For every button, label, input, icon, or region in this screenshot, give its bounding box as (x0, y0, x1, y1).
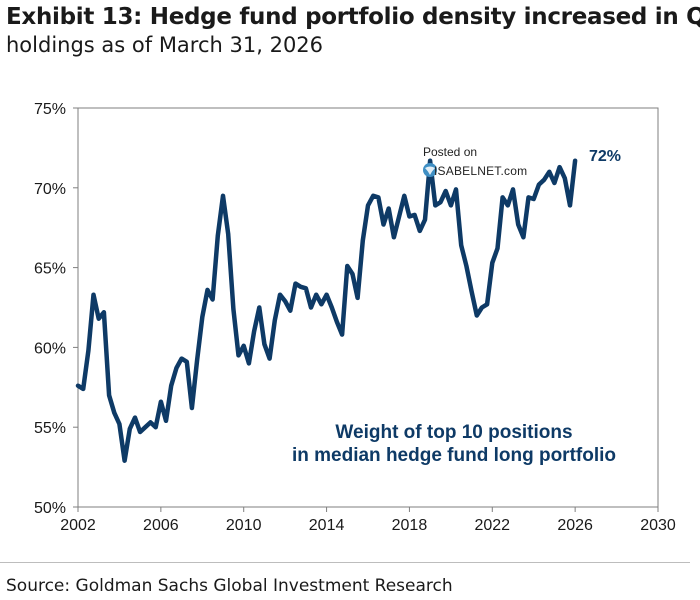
watermark-posted-on: Posted on (423, 145, 478, 159)
series-annotation: Weight of top 10 positions in median hed… (284, 421, 624, 467)
chart-title: Exhibit 13: Hedge fund portfolio density… (6, 4, 700, 30)
source-note: Source: Goldman Sachs Global Investment … (6, 576, 453, 596)
y-tick-label: 55% (34, 420, 66, 437)
source-divider (0, 562, 690, 563)
series-annotation-line2: in median hedge fund long portfolio (291, 445, 617, 466)
series-annotation-line1: Weight of top 10 positions (335, 422, 573, 443)
watermark-site: ISABELNET.com (434, 164, 528, 178)
x-tick-label: 2026 (557, 517, 593, 534)
x-tick-label: 2018 (392, 517, 428, 534)
x-tick-label: 2006 (143, 517, 179, 534)
x-tick-label: 2022 (474, 517, 510, 534)
x-tick-label: 2030 (640, 517, 676, 534)
y-tick-label: 60% (34, 340, 66, 357)
globe-logo-icon (423, 163, 437, 177)
y-tick-label: 50% (34, 500, 66, 517)
end-value-label: 72% (589, 148, 622, 165)
y-tick-label: 75% (34, 101, 66, 118)
x-tick-label: 2002 (60, 517, 96, 534)
series-line (75, 158, 578, 463)
chart-subtitle: holdings as of March 31, 2026 (6, 33, 324, 57)
y-tick-label: 65% (34, 261, 66, 278)
x-tick-label: 2010 (226, 517, 262, 534)
y-tick-label: 70% (34, 181, 66, 198)
plot-frame (77, 107, 659, 508)
x-tick-label: 2014 (309, 517, 345, 534)
